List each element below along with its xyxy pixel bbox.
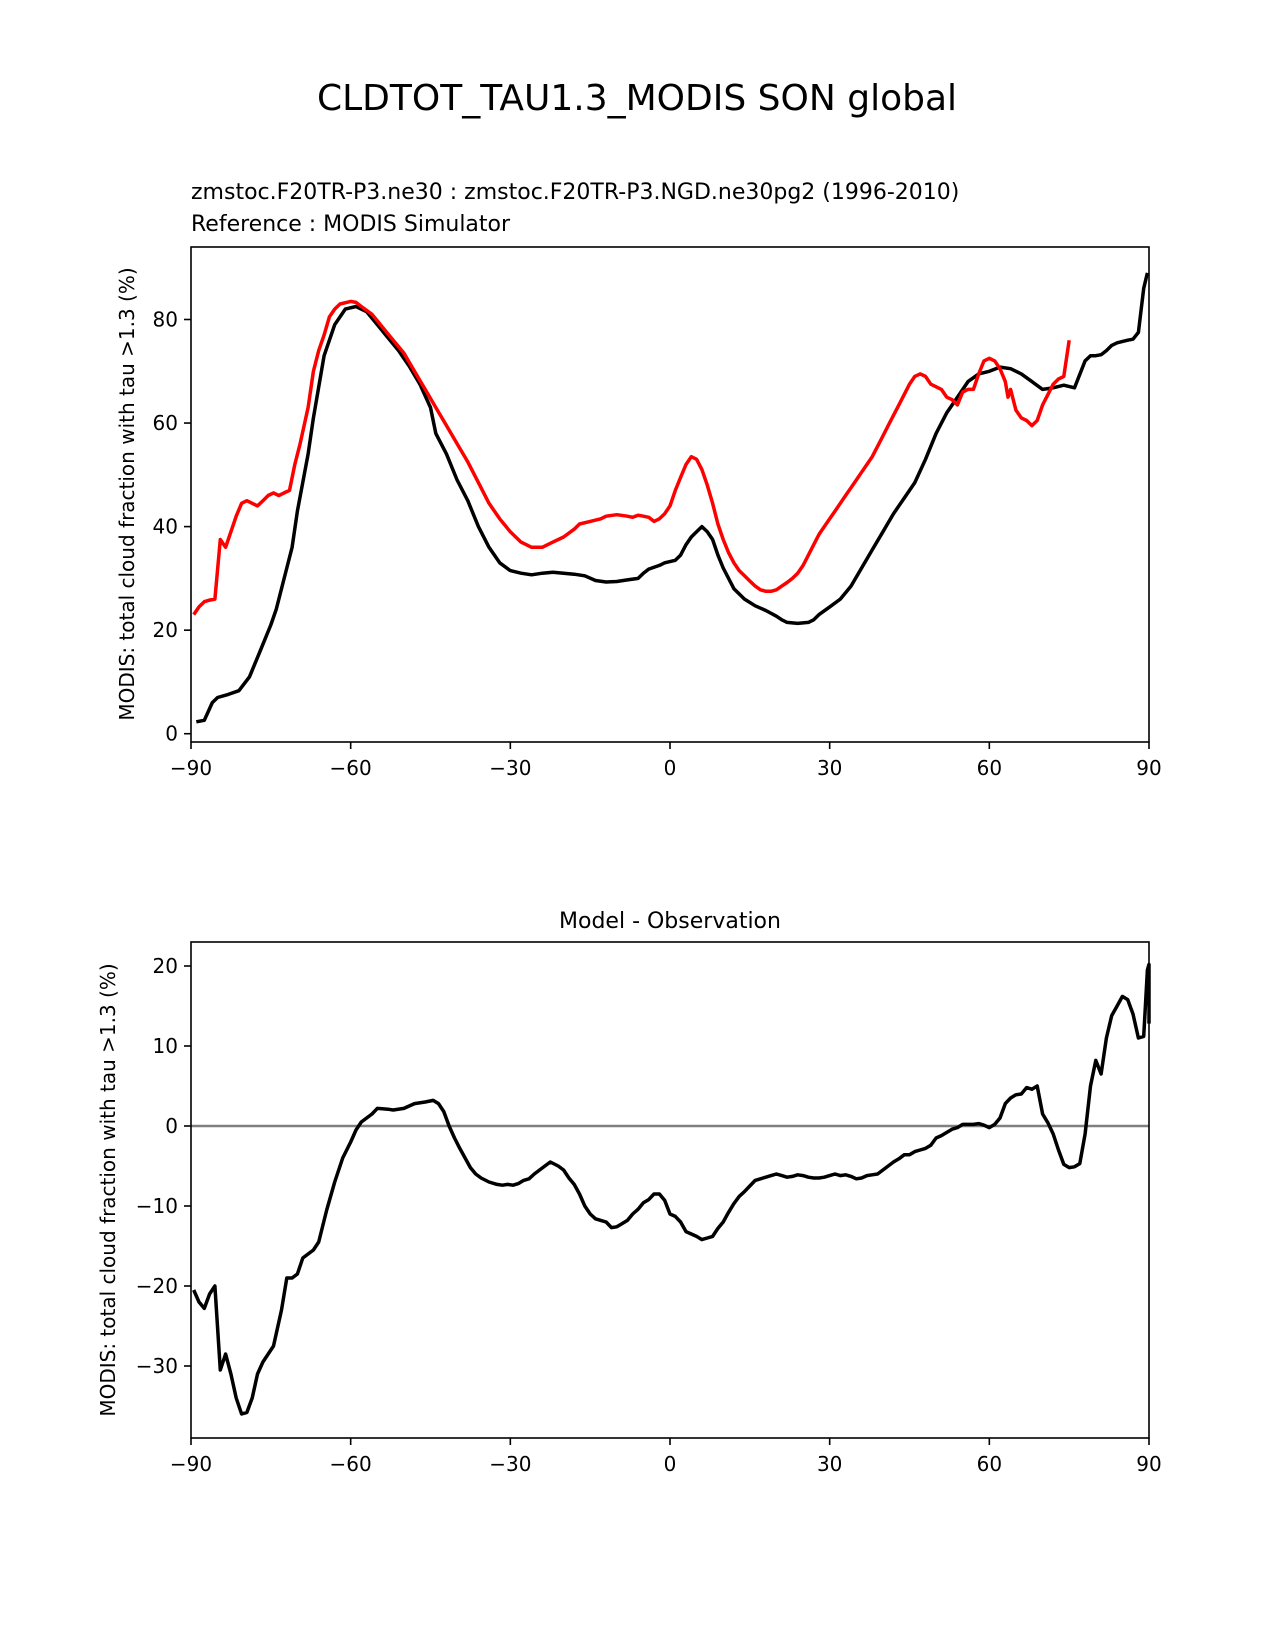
bottom-chart: Model - Observation −90 −60 −30 0 30 60 90−30−… [96, 909, 1162, 1476]
top-chart-xtick-label: 30 [817, 756, 842, 780]
bottom-chart-xtick-label: 60 [977, 1452, 1002, 1476]
bottom-chart-xtick-label: −60 [330, 1452, 372, 1476]
top-chart-series-layer [192, 272, 1150, 724]
bottom-chart-xtick-label: 90 [1136, 1452, 1161, 1476]
top-chart-xtick-label: −60 [330, 756, 372, 780]
bottom-chart-ytick-label: 20 [153, 954, 178, 978]
top-chart: zmstoc.F20TR-P3.ne30 : zmstoc.F20TR-P3.N… [115, 180, 1162, 780]
bottom-chart-series-0-line [192, 962, 1151, 1416]
top-chart-title-line1: zmstoc.F20TR-P3.ne30 : zmstoc.F20TR-P3.N… [191, 180, 959, 205]
top-chart-series-0-line [195, 272, 1150, 724]
top-chart-ytick-label: 20 [153, 618, 178, 642]
bottom-chart-ytick-label: 10 [153, 1034, 178, 1058]
top-chart-xtick-label: −90 [170, 756, 212, 780]
bottom-chart-ticks-layer: −90 −60 −30 0 30 60 90 −30 −20 −10 0 10 20 [136, 954, 1162, 1476]
top-chart-ylabel: MODIS: total cloud fraction with tau >1.… [115, 267, 139, 720]
bottom-chart-ylabel: MODIS: total cloud fraction with tau >1.… [96, 963, 120, 1416]
bottom-chart-series-layer [191, 962, 1151, 1416]
top-chart-ytick-label: 0 [165, 722, 178, 746]
top-chart-xtick-label: −30 [489, 756, 531, 780]
bottom-chart-ytick-label: −10 [136, 1194, 178, 1218]
bottom-chart-xtick-label: 30 [817, 1452, 842, 1476]
bottom-chart-title: Model - Observation [559, 909, 781, 934]
top-chart-title-line2: Reference : MODIS Simulator [191, 212, 511, 237]
bottom-chart-plot-frame [190, 941, 1150, 1439]
top-chart-plot-frame [190, 246, 1150, 743]
top-chart-xtick-label: 90 [1136, 756, 1161, 780]
top-chart-ytick-label: 60 [153, 411, 178, 435]
bottom-chart-xtick-label: 0 [664, 1452, 677, 1476]
bottom-chart-ytick-label: −20 [136, 1274, 178, 1298]
top-chart-xtick-label: 60 [977, 756, 1002, 780]
bottom-chart-xtick-label: −30 [489, 1452, 531, 1476]
top-chart-ytick-label: 40 [153, 515, 178, 539]
top-chart-series-1-line [192, 299, 1071, 616]
top-chart-xtick-label: 0 [664, 756, 677, 780]
top-chart-ytick-label: 80 [153, 307, 178, 331]
bottom-chart-xtick-label: −90 [170, 1452, 212, 1476]
figure-title: CLDTOT_TAU1.3_MODIS SON global [317, 78, 957, 119]
top-chart-ticks-layer: −90 −60 −30 0 30 60 90 0 20 40 60 80 [153, 307, 1162, 780]
bottom-chart-ytick-label: 0 [165, 1114, 178, 1138]
bottom-chart-ytick-label: −30 [136, 1354, 178, 1378]
